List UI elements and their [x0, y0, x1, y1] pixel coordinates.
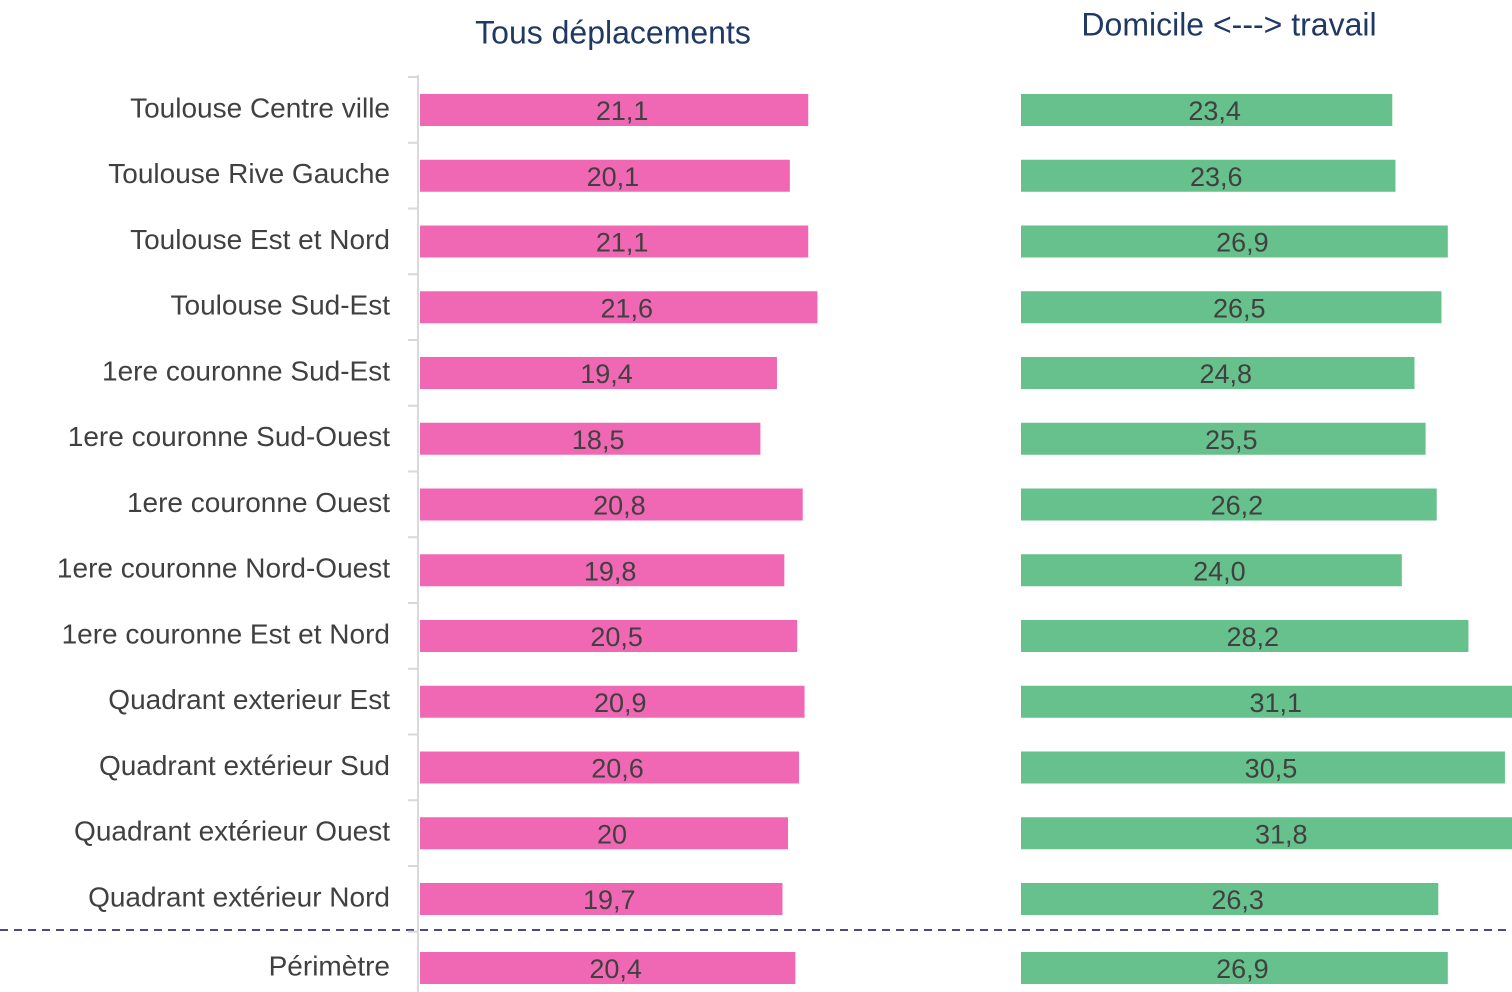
value-label: 26,3: [1211, 885, 1264, 915]
bar: [1021, 357, 1415, 389]
category-label: Toulouse Est et Nord: [130, 224, 390, 255]
value-label: 28,2: [1226, 622, 1279, 652]
bar: [420, 817, 788, 850]
value-label: 21,6: [600, 293, 653, 323]
bar: [420, 94, 809, 126]
value-label: 23,6: [1190, 162, 1243, 192]
bar: [420, 357, 777, 389]
value-label: 20,5: [590, 622, 643, 652]
bar: [1021, 422, 1426, 455]
category-label: 1ere couronne Sud-Ouest: [68, 421, 390, 452]
category-label: Quadrant exterieur Est: [108, 684, 390, 715]
value-label: 23,4: [1188, 96, 1241, 126]
bar: [420, 488, 803, 521]
value-label: 31,8: [1255, 819, 1308, 849]
category-label: Toulouse Centre ville: [130, 92, 390, 123]
category-label: Toulouse Sud-Est: [171, 290, 391, 321]
chart-title: Domicile <---> travail: [1081, 6, 1376, 42]
value-label: 24,8: [1199, 359, 1252, 389]
chart-title: Tous déplacements: [475, 14, 751, 50]
value-label: 30,5: [1245, 754, 1298, 784]
bar: [1021, 817, 1512, 850]
value-label: 26,2: [1211, 491, 1264, 521]
bar: [420, 159, 790, 192]
bar: [420, 952, 796, 984]
bar: [1021, 291, 1442, 324]
value-label: 24,0: [1193, 556, 1246, 586]
value-label: 21,1: [596, 228, 649, 258]
value-label: 26,5: [1213, 293, 1266, 323]
bar: [420, 554, 785, 587]
category-label: Périmètre: [269, 950, 390, 981]
value-label: 19,8: [584, 556, 637, 586]
value-label: 31,1: [1249, 688, 1302, 718]
category-label: 1ere couronne Ouest: [127, 487, 390, 518]
value-label: 20,4: [589, 954, 642, 984]
category-label: Toulouse Rive Gauche: [108, 158, 390, 189]
value-label: 18,5: [572, 425, 625, 455]
category-label: 1ere couronne Sud-Est: [102, 355, 390, 386]
value-label: 26,9: [1216, 954, 1269, 984]
bar: [1021, 685, 1512, 718]
category-label: Quadrant extérieur Ouest: [74, 816, 390, 847]
value-label: 20: [597, 819, 627, 849]
value-label: 20,1: [587, 162, 640, 192]
bar: [420, 422, 761, 455]
value-label: 20,9: [594, 688, 647, 718]
bar: [420, 291, 818, 324]
value-label: 20,8: [593, 491, 646, 521]
category-label: 1ere couronne Nord-Ouest: [57, 553, 390, 584]
bar: [420, 883, 783, 915]
bar: [1021, 751, 1505, 784]
value-label: 26,9: [1216, 228, 1269, 258]
category-label: Quadrant extérieur Sud: [99, 750, 390, 781]
bar: [1021, 159, 1396, 192]
bar: [420, 751, 800, 784]
category-label: Quadrant extérieur Nord: [88, 881, 390, 912]
bar: [1021, 225, 1448, 258]
value-label: 20,6: [591, 754, 644, 784]
bar: [1021, 554, 1402, 587]
bar: [1021, 94, 1393, 126]
bar: [1021, 488, 1437, 521]
bar: [420, 225, 809, 258]
value-label: 19,4: [580, 359, 633, 389]
value-label: 21,1: [596, 96, 649, 126]
category-label: 1ere couronne Est et Nord: [62, 618, 390, 649]
value-label: 25,5: [1205, 425, 1258, 455]
bar: [420, 685, 805, 718]
value-label: 19,7: [583, 885, 636, 915]
bar: [1021, 883, 1439, 915]
bar: [1021, 620, 1469, 652]
bar: [420, 620, 798, 652]
bar: [1021, 952, 1448, 984]
